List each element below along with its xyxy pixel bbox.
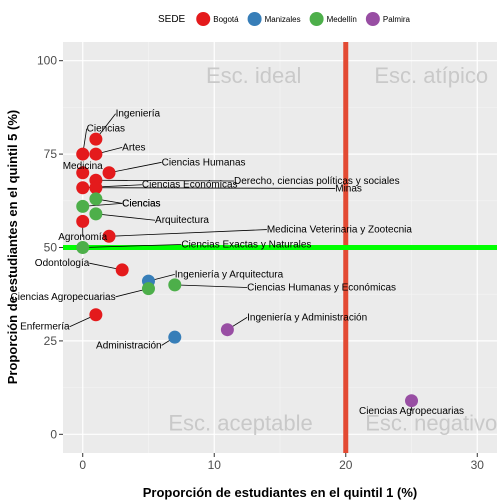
y-tick-label: 75 bbox=[44, 147, 58, 161]
y-axis-title: Proporción de estudiantes en el quintil … bbox=[5, 110, 20, 384]
data-point bbox=[89, 192, 103, 206]
data-point bbox=[168, 278, 182, 292]
point-label: Medicina bbox=[63, 161, 103, 172]
point-label: Ciencias Agropecuarias bbox=[11, 292, 116, 303]
legend-label: Manizales bbox=[265, 15, 301, 24]
legend-key bbox=[365, 12, 380, 26]
label-leader-line bbox=[174, 284, 248, 288]
point-label: Derecho, ciencias políticas y sociales bbox=[234, 176, 400, 187]
point-label: Administración bbox=[96, 340, 162, 351]
data-point bbox=[115, 263, 129, 277]
zone-label: Esc. atípico bbox=[374, 63, 488, 88]
legend-label: Palmira bbox=[383, 15, 411, 24]
point-label: Minas bbox=[335, 183, 362, 194]
data-point bbox=[102, 166, 116, 180]
zone-label: Esc. ideal bbox=[206, 63, 301, 88]
point-label: Arquitectura bbox=[155, 215, 209, 226]
label-leader-line bbox=[108, 161, 162, 174]
label-leaders bbox=[69, 113, 412, 411]
point-label: Artes bbox=[122, 142, 145, 153]
legend-title: SEDE bbox=[158, 14, 186, 25]
legend-label: Bogotá bbox=[213, 15, 239, 24]
points bbox=[76, 132, 419, 408]
point-label: Ingeniería y Arquitectura bbox=[175, 269, 284, 280]
legend-label: Medellín bbox=[327, 15, 357, 24]
legend: SEDE Bogotá Manizales Medellín Palmira bbox=[158, 12, 411, 26]
data-point bbox=[76, 166, 90, 180]
data-point bbox=[89, 132, 103, 146]
data-point bbox=[168, 330, 182, 344]
data-point bbox=[89, 147, 103, 161]
x-tick-label: 0 bbox=[79, 458, 86, 472]
label-leader-line bbox=[109, 229, 267, 237]
data-point bbox=[89, 308, 103, 322]
legend-key bbox=[196, 12, 211, 26]
label-leader-line bbox=[95, 179, 234, 182]
label-leader-line bbox=[95, 187, 336, 189]
data-point bbox=[405, 394, 419, 408]
point-label: Agronomía bbox=[58, 232, 107, 243]
data-point bbox=[220, 323, 234, 337]
point-label: Ingeniería y Administración bbox=[247, 312, 367, 323]
point-label: Ingeniería bbox=[116, 109, 161, 120]
data-point bbox=[76, 147, 90, 161]
data-point bbox=[76, 214, 90, 228]
point-label: Ciencias Económicas bbox=[142, 180, 238, 191]
point-label: Odontología bbox=[35, 258, 90, 269]
data-point bbox=[89, 207, 103, 221]
y-tick-label: 100 bbox=[37, 54, 57, 68]
point-label: Ciencias Agropecuarias bbox=[359, 406, 464, 417]
data-point bbox=[102, 229, 116, 243]
axis-ticks: 0 10 20 30 0 25 50 75 100 bbox=[37, 54, 484, 472]
point-label: Ciencias bbox=[87, 124, 125, 135]
data-point bbox=[76, 241, 90, 254]
zone-label: Esc. negativo bbox=[365, 411, 497, 436]
label-leader-line bbox=[82, 203, 123, 207]
data-point bbox=[76, 199, 90, 213]
data-point bbox=[76, 181, 90, 195]
y-tick-label: 0 bbox=[50, 427, 57, 441]
point-label: Ciencias Humanas bbox=[162, 157, 246, 168]
data-point bbox=[89, 181, 103, 195]
data-point bbox=[141, 282, 155, 296]
point-labels: Ingeniería Ciencias Artes Medicina Ciencias … bbox=[11, 109, 465, 417]
point-label: Enfermería bbox=[20, 322, 70, 333]
y-tick-label: 25 bbox=[44, 334, 58, 348]
point-label: Ciencias Humanas y Económicas bbox=[247, 282, 396, 293]
legend-key bbox=[247, 12, 262, 26]
point-label: Ciencias bbox=[122, 198, 160, 209]
reference-lines bbox=[63, 42, 497, 453]
x-tick-label: 10 bbox=[208, 458, 222, 472]
zone-label: Esc. aceptable bbox=[168, 411, 312, 436]
y-tick-label: 50 bbox=[44, 241, 58, 255]
label-leader-line bbox=[82, 244, 182, 248]
label-leader-line bbox=[95, 213, 156, 221]
legend-key bbox=[309, 12, 324, 26]
x-axis-title: Proporción de estudiantes en el quintil … bbox=[143, 485, 417, 500]
x-tick-label: 30 bbox=[471, 458, 485, 472]
x-tick-label: 20 bbox=[339, 458, 353, 472]
point-label: Ciencias bbox=[122, 198, 160, 209]
zone-labels: Esc. ideal Esc. atípico Esc. aceptable Esc.… bbox=[168, 63, 497, 435]
point-label: Ciencias Exactas y Naturales bbox=[181, 240, 311, 251]
point-label: Medicina Veterinaria y Zootecnia bbox=[267, 225, 413, 236]
